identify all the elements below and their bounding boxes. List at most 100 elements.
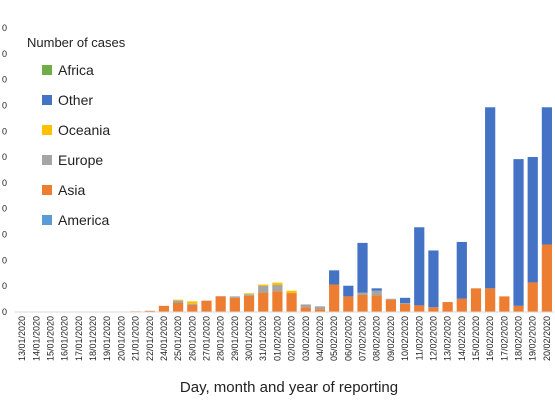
legend-label-asia: Asia [58, 182, 85, 198]
bar-segment-asia [527, 282, 538, 312]
x-tick-label: 28/01/2020 [216, 316, 226, 361]
legend-label-africa: Africa [58, 62, 94, 78]
x-tick-label: 21/01/2020 [131, 316, 141, 361]
bar-segment-asia [541, 244, 553, 312]
legend-swatch-europe [42, 155, 52, 165]
y-axis-ticks: 0 0 0 0 0 0 0 0 0 0 0 0 [2, 23, 7, 317]
x-tick-label: 13/01/2020 [17, 316, 27, 361]
bar-segment-other [456, 241, 467, 299]
bar-segment-other [485, 107, 496, 289]
x-tick-label: 07/02/2020 [358, 316, 368, 361]
bar-segment-other [541, 107, 553, 245]
bar-segment-asia [513, 305, 524, 312]
bar-segment-asia [229, 297, 240, 312]
bar-segment-asia [357, 294, 368, 312]
bar-segment-europe [371, 290, 382, 296]
x-tick-label: 19/02/2020 [528, 316, 538, 361]
x-tick-label: 16/01/2020 [60, 316, 70, 361]
bar-segment-other [513, 159, 524, 306]
x-tick-label: 13/02/2020 [443, 316, 453, 361]
x-tick-label: 05/02/2020 [329, 316, 339, 361]
bar-segment-asia [470, 288, 482, 312]
bar-segment-europe [229, 296, 240, 298]
bar-segment-asia [286, 293, 297, 312]
x-tick-label: 14/02/2020 [457, 316, 467, 361]
bar-segment-europe [173, 300, 184, 304]
legend-label-europe: Europe [58, 152, 103, 168]
bar-segment-europe [272, 285, 283, 292]
legend-swatch-other [42, 95, 52, 105]
bar-segment-other [343, 285, 354, 297]
legend-label-america: America [58, 212, 110, 228]
y-tick-label: 0 [2, 281, 7, 291]
bar-segment-europe [300, 304, 311, 308]
bar-segment-asia [215, 296, 226, 312]
bar-segment-asia [371, 295, 382, 312]
bar-segment-oceania [272, 282, 283, 286]
bar-segment-europe [187, 303, 198, 305]
x-tick-label: 08/02/2020 [372, 316, 382, 361]
bar-segment-europe [258, 285, 269, 293]
y-tick-label: 0 [2, 230, 7, 240]
x-tick-label: 15/01/2020 [45, 316, 55, 361]
x-tick-label: 25/01/2020 [173, 316, 183, 361]
bar-segment-other [371, 288, 382, 291]
bar-segment-asia [414, 305, 425, 312]
x-tick-label: 30/01/2020 [244, 316, 254, 361]
bar-segment-asia [385, 299, 396, 312]
bar-segment-europe [243, 294, 255, 296]
legend-swatch-oceania [42, 125, 52, 135]
bar-segment-asia [442, 302, 453, 312]
x-tick-label: 19/01/2020 [102, 316, 112, 361]
y-tick-label: 0 [2, 307, 7, 317]
x-tick-label: 18/02/2020 [514, 316, 524, 361]
bar-segment-asia [144, 310, 155, 312]
bar-segment-other [329, 270, 340, 285]
bar-segment-oceania [187, 301, 198, 304]
bar-segment-oceania [243, 293, 255, 295]
bar-segment-asia [300, 307, 311, 312]
x-tick-label: 16/02/2020 [485, 316, 495, 361]
x-tick-label: 12/02/2020 [428, 316, 438, 361]
x-tick-label: 10/02/2020 [400, 316, 410, 361]
bar-segment-asia [243, 295, 255, 312]
legend-label-oceania: Oceania [58, 122, 110, 138]
x-axis-title: Day, month and year of reporting [180, 379, 398, 396]
y-tick-label: 0 [2, 178, 7, 188]
x-tick-label: 09/02/2020 [386, 316, 396, 361]
bar-segment-asia [456, 298, 467, 312]
bar-segment-asia [173, 303, 184, 312]
bar-segment-other [428, 250, 439, 308]
x-tick-label: 26/01/2020 [187, 316, 197, 361]
x-tick-label: 31/01/2020 [258, 316, 268, 361]
bar-segment-asia [329, 284, 340, 312]
bar-segment-other [414, 227, 425, 306]
x-tick-label: 04/02/2020 [315, 316, 325, 361]
x-tick-label: 17/02/2020 [499, 316, 509, 361]
bar-segment-oceania [258, 284, 269, 286]
bar-segment-europe [314, 306, 326, 310]
x-tick-label: 29/01/2020 [230, 316, 240, 361]
bar-segment-asia [428, 307, 439, 312]
legend: Number of cases Africa Other Oceania Europe… [27, 35, 126, 228]
legend-swatch-africa [42, 65, 52, 75]
y-tick-label: 0 [2, 49, 7, 59]
bar-segment-other [527, 156, 538, 283]
bar-segment-asia [499, 296, 510, 312]
y-tick-label: 0 [2, 126, 7, 136]
bar-segment-asia [258, 292, 269, 312]
x-tick-label: 27/01/2020 [201, 316, 211, 361]
bar-segment-europe [385, 298, 396, 300]
legend-swatch-america [42, 215, 52, 225]
x-tick-label: 02/02/2020 [287, 316, 297, 361]
bar-segment-asia [314, 309, 326, 312]
bar-segment-oceania [173, 299, 184, 301]
legend-title: Number of cases [27, 35, 126, 50]
x-tick-label: 20/02/2020 [542, 316, 552, 361]
bar-segment-oceania [286, 290, 297, 294]
bar-segment-asia [272, 291, 283, 312]
x-tick-label: 01/02/2020 [272, 316, 282, 361]
x-tick-label: 06/02/2020 [343, 316, 353, 361]
x-tick-label: 24/01/2020 [159, 316, 169, 361]
